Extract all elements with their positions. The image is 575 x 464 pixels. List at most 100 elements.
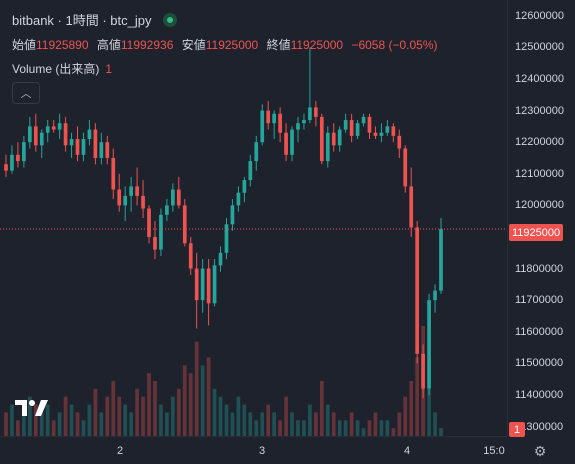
volume-bar — [302, 420, 306, 436]
volume-bar — [153, 381, 157, 436]
volume-bar — [230, 412, 235, 436]
candle-body — [182, 205, 187, 244]
candle-body — [87, 129, 92, 140]
candle-body — [272, 113, 276, 124]
candle-body — [45, 126, 50, 133]
volume-bar — [33, 404, 38, 436]
volume-bar — [200, 365, 205, 436]
time-axis[interactable]: 2 3 4 15:0 — [0, 436, 507, 464]
volume-bar — [319, 381, 324, 436]
candle-body — [433, 290, 437, 301]
volume-bar — [111, 381, 116, 436]
volume-bar — [439, 428, 443, 436]
candle-body — [129, 186, 133, 196]
candle-body — [349, 120, 354, 136]
volume-bar — [16, 420, 20, 436]
volume-bar — [188, 373, 193, 436]
volume-bar — [343, 420, 348, 436]
volume-bar — [254, 420, 259, 436]
volume-bar — [349, 412, 354, 436]
candle-body — [248, 161, 253, 181]
price-tick-label: 12400000 — [515, 72, 564, 85]
last-price-label: 11925000 — [509, 224, 563, 241]
candle-body — [325, 132, 330, 162]
volume-bar — [367, 420, 372, 436]
price-tick-label: 11700000 — [515, 294, 564, 307]
volume-bar — [75, 412, 80, 436]
price-tick-label: 11800000 — [515, 262, 564, 275]
collapse-legend-button[interactable]: ︿ — [12, 82, 40, 104]
volume-bar — [355, 420, 360, 436]
candle-body — [22, 142, 26, 162]
price-tick-label: 12100000 — [515, 167, 564, 180]
candle-body — [391, 126, 396, 136]
price-tick-label: 11600000 — [515, 325, 564, 338]
candle-body — [319, 116, 324, 162]
volume-bar — [284, 396, 288, 436]
candle-body — [296, 123, 300, 130]
volume-bar — [194, 341, 199, 436]
volume-bar — [165, 412, 169, 436]
tradingview-logo[interactable] — [15, 394, 49, 422]
volume-bar — [415, 357, 420, 436]
candle-body — [171, 189, 175, 206]
candle-body — [278, 113, 282, 133]
price-chart-canvas[interactable] — [0, 0, 507, 436]
volume-bar — [290, 412, 294, 436]
candle-body — [206, 268, 211, 304]
candle-body — [236, 192, 241, 206]
volume-bar — [45, 404, 50, 436]
candle-body — [111, 157, 116, 190]
volume-bar — [93, 388, 98, 436]
price-tick-label: 11400000 — [515, 388, 564, 401]
open-value: 11925890 — [36, 38, 89, 52]
volume-bar — [379, 420, 384, 436]
volume-bar — [57, 412, 62, 436]
time-tick-label: 15:0 — [483, 445, 505, 457]
volume-bar — [433, 412, 437, 436]
volume-legend[interactable]: Volume (出来高) 1 — [12, 60, 112, 77]
candle-body — [93, 129, 98, 158]
volume-bar — [331, 412, 336, 436]
volume-bar — [63, 396, 68, 436]
volume-bar — [296, 420, 300, 436]
volume-bar — [51, 420, 56, 436]
volume-bar — [159, 404, 163, 436]
candle-body — [16, 154, 20, 162]
candle-body — [141, 195, 145, 209]
candle-body — [415, 227, 420, 354]
candle-body — [242, 180, 247, 193]
gear-icon[interactable]: ⚙ — [533, 443, 547, 459]
change-value: −6058 (−0.05%) — [351, 38, 438, 52]
price-tick-label: 12200000 — [515, 136, 564, 149]
candle-body — [290, 129, 294, 155]
symbol-header[interactable]: bitbank · 1時間 · btc_jpy — [12, 10, 178, 29]
volume-bar — [39, 412, 44, 436]
volume-bar — [105, 396, 110, 436]
volume-bar — [224, 404, 229, 436]
candle-body — [254, 142, 259, 162]
volume-bar — [391, 428, 396, 436]
volume-bar — [373, 412, 378, 436]
candle-body — [194, 268, 199, 301]
candle-body — [81, 139, 86, 155]
volume-bar — [403, 396, 408, 436]
symbol-title[interactable]: bitbank · 1時間 · btc_jpy — [12, 13, 152, 28]
volume-bars — [4, 326, 443, 436]
candle-body — [27, 126, 32, 143]
price-tick-label: 12500000 — [515, 41, 564, 54]
candle-body — [159, 214, 163, 250]
open-label: 始値 — [12, 38, 37, 52]
price-axis[interactable]: 12600000 12500000 12400000 12300000 12200000… — [507, 0, 575, 436]
high-label: 高値 — [96, 38, 121, 52]
candle-body — [367, 116, 372, 133]
candle-body — [39, 132, 44, 146]
candle-body — [314, 107, 318, 117]
close-value: 11925000 — [290, 38, 344, 52]
candle-body — [403, 148, 408, 187]
candle-body — [33, 126, 38, 146]
candle-body — [153, 236, 157, 250]
volume-bar — [397, 412, 402, 436]
volume-bar — [248, 412, 253, 436]
candle-body — [147, 208, 151, 237]
